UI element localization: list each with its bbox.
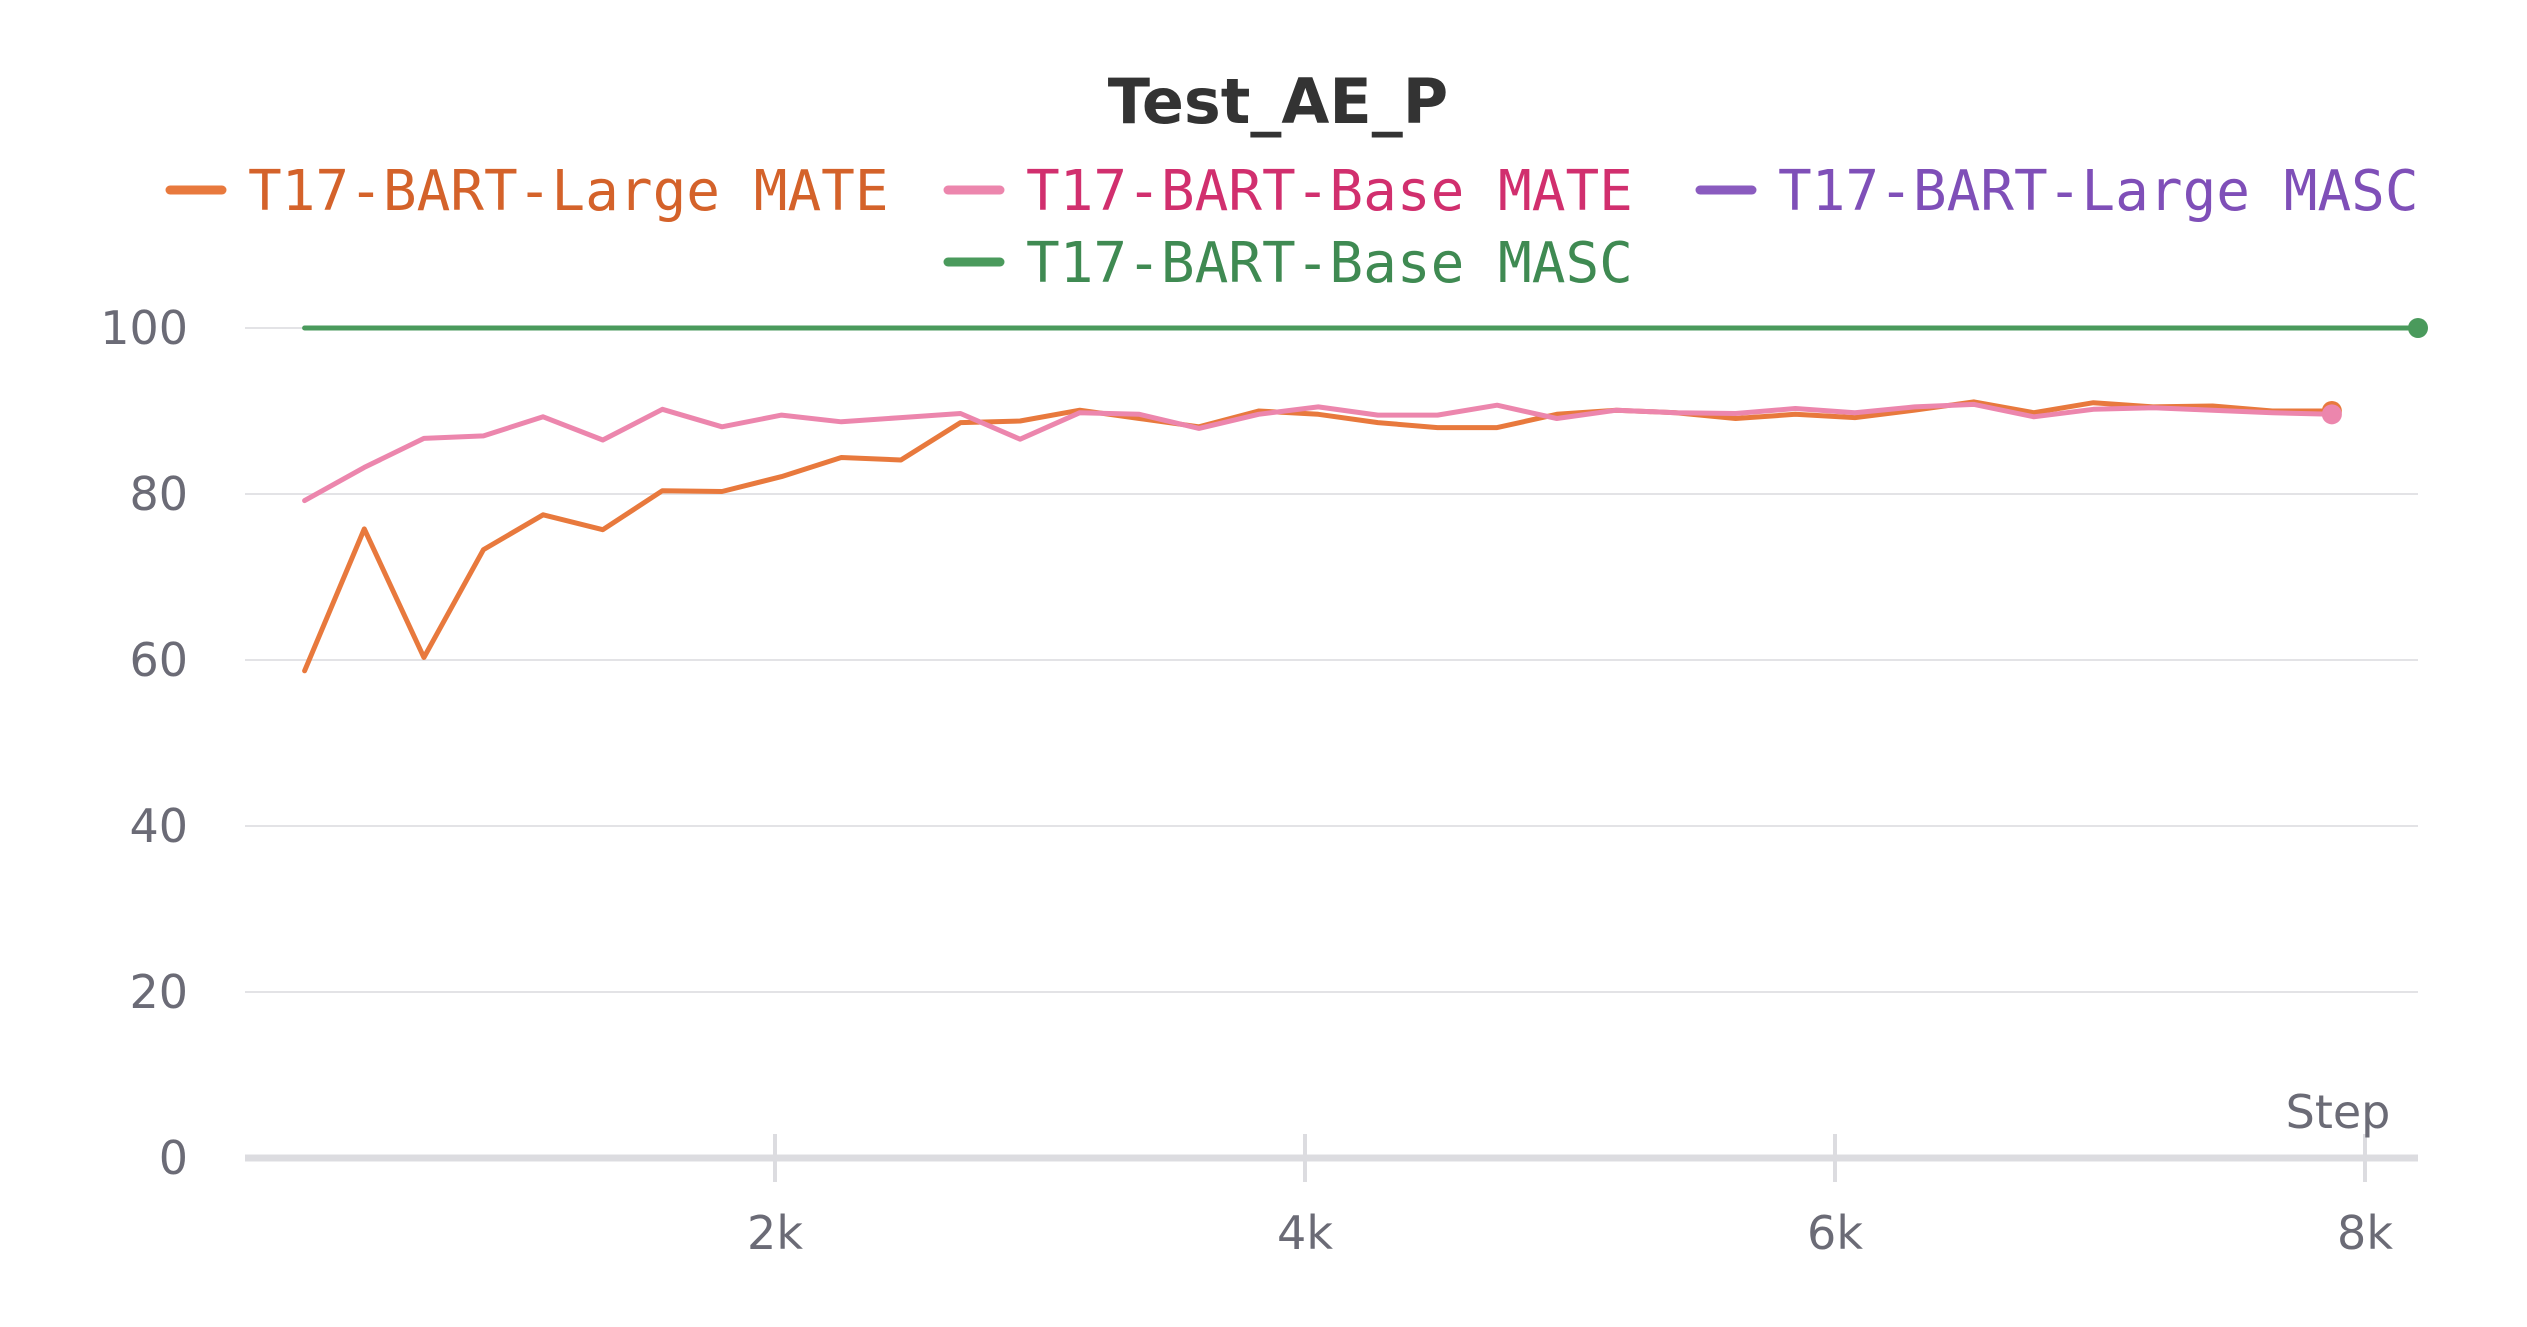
series-end-point-1	[2321, 404, 2342, 425]
legend-label: T17-BART-Large MASC	[1778, 159, 2419, 224]
legend-label: T17-BART-Base MATE	[1026, 159, 1633, 224]
x-tick-label: 2k	[747, 1206, 803, 1260]
y-tick-label: 0	[159, 1131, 188, 1185]
legend-label: T17-BART-Large MATE	[248, 159, 889, 224]
x-axis: 2k 4k 6k 8k	[245, 1134, 2418, 1260]
series-end-point-3	[2408, 318, 2428, 338]
y-axis-ticks: 0 20 40 60 80 100	[100, 301, 188, 1185]
legend: T17-BART-Large MATE T17-BART-Base MATE T17…	[165, 159, 2419, 296]
series-line-1	[302, 401, 2335, 504]
x-tick-label: 6k	[1807, 1206, 1863, 1260]
y-tick-label: 60	[129, 633, 188, 687]
x-axis-title: Step	[2286, 1085, 2391, 1139]
y-tick-label: 40	[129, 799, 188, 853]
series-line-0	[302, 399, 2335, 674]
y-tick-label: 100	[100, 301, 188, 355]
x-tick-label: 8k	[2337, 1206, 2393, 1260]
y-tick-label: 80	[129, 467, 188, 521]
series-lines	[302, 318, 2428, 674]
y-tick-label: 20	[129, 965, 188, 1019]
x-tick-label: 4k	[1277, 1206, 1333, 1260]
chart-title: Test_AE_P	[1108, 65, 1448, 138]
legend-label: T17-BART-Base MASC	[1026, 231, 1633, 296]
